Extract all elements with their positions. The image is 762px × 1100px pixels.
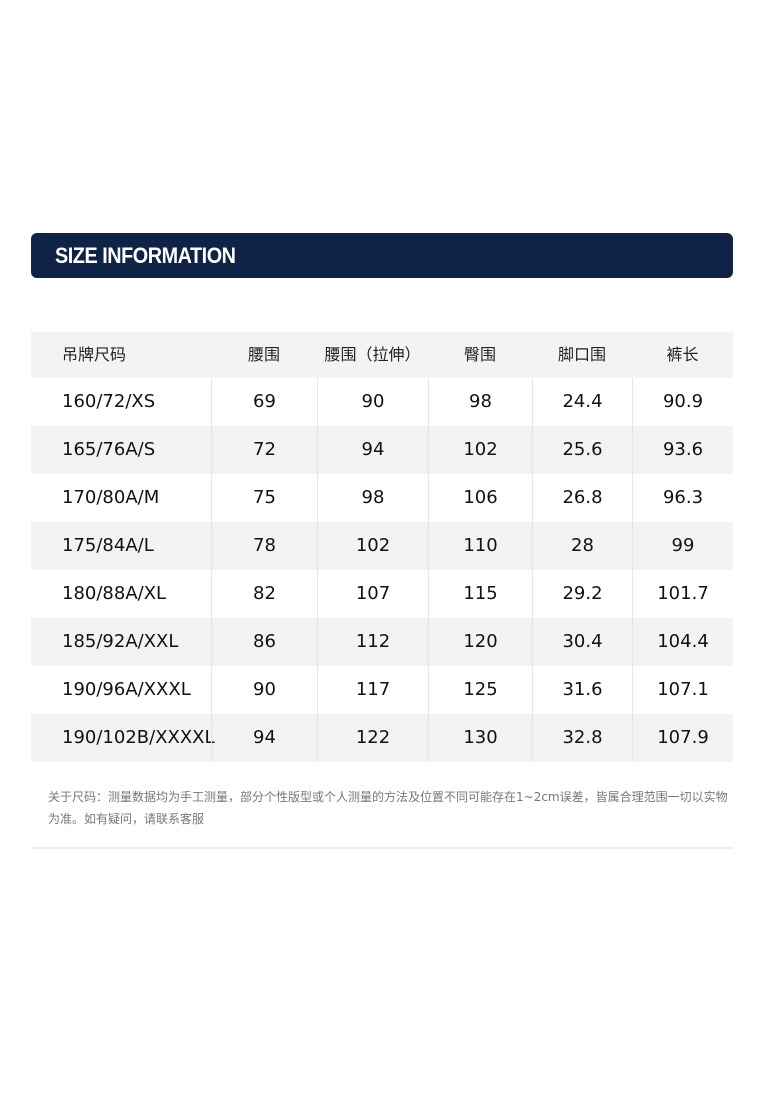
table-cell: 165/76A/S [62,439,156,460]
size-table: 吊牌尺码 腰围 腰围（拉伸） 臀围 脚口围 裤长 160/72/XS 69 90 98 24.4 90… [31,332,733,762]
table-cell: 90 [317,378,428,426]
table-cell: 94 [317,426,428,474]
table-cell: 115 [428,570,532,618]
table-cell: 75 [211,474,317,522]
table-cell: 臀围 [463,345,496,364]
divider [31,847,733,849]
table-cell: 98 [317,474,428,522]
table-cell: 93.6 [632,426,733,474]
table-cell: 78 [211,522,317,570]
table-cell: 裤长 [666,345,699,364]
table-cell: 90 [211,666,317,714]
table-cell: 90.9 [632,378,733,426]
table-cell: 122 [317,714,428,762]
table-cell: 130 [428,714,532,762]
header-row: 吊牌尺码 腰围 腰围（拉伸） 臀围 脚口围 裤长 [31,332,733,378]
table-row: 190/96A/XXXL 90 117 125 31.6 107.1 [31,666,733,714]
table-cell: 107 [317,570,428,618]
table-cell: 107.1 [632,666,733,714]
table-cell: 104.4 [632,618,733,666]
table-cell: 102 [428,426,532,474]
table-cell: 112 [317,618,428,666]
table-row: 180/88A/XL 82 107 115 29.2 101.7 [31,570,733,618]
table-cell: 106 [428,474,532,522]
table-cell: 82 [211,570,317,618]
table-row: 185/92A/XXL 86 112 120 30.4 104.4 [31,618,733,666]
table-cell: 102 [317,522,428,570]
banner-title: SIZE INFORMATION [55,243,236,268]
table-cell: 腰围（拉伸） [324,345,421,364]
table-cell: 32.8 [532,714,632,762]
table-cell: 腰围 [247,345,280,364]
table-cell: 28 [532,522,632,570]
table-cell: 101.7 [632,570,733,618]
table-cell: 160/72/XS [62,391,156,412]
table-cell: 125 [428,666,532,714]
table-cell: 86 [211,618,317,666]
table-cell: 185/92A/XXL [62,631,179,652]
table-cell: 190/96A/XXXL [62,679,191,700]
table-cell: 31.6 [532,666,632,714]
table-row: 165/76A/S 72 94 102 25.6 93.6 [31,426,733,474]
table-cell: 190/102B/XXXXL [62,727,215,748]
table-cell: 99 [632,522,733,570]
table-row: 190/102B/XXXXL 94 122 130 32.8 107.9 [31,714,733,762]
size-note: 关于尺码：测量数据均为手工测量，部分个性版型或个人测量的方法及位置不同可能存在1… [48,790,728,826]
table-cell: 117 [317,666,428,714]
table-cell: 24.4 [532,378,632,426]
table-cell: 72 [211,426,317,474]
table-row: 175/84A/L 78 102 110 28 99 [31,522,733,570]
table-row: 170/80A/M 75 98 106 26.8 96.3 [31,474,733,522]
table-cell: 29.2 [532,570,632,618]
table-cell: 110 [428,522,532,570]
table-cell: 170/80A/M [62,487,160,508]
table-cell: 107.9 [632,714,733,762]
table-cell: 26.8 [532,474,632,522]
table-cell: 175/84A/L [62,535,154,556]
table-cell: 吊牌尺码 [62,345,127,364]
table-cell: 96.3 [632,474,733,522]
table-row: 160/72/XS 69 90 98 24.4 90.9 [31,378,733,426]
table-cell: 脚口围 [557,345,606,364]
banner: SIZE INFORMATION [31,233,733,278]
table-cell: 30.4 [532,618,632,666]
table-cell: 69 [211,378,317,426]
table-cell: 180/88A/XL [62,583,167,604]
table-cell: 120 [428,618,532,666]
table-cell: 98 [428,378,532,426]
table-cell: 25.6 [532,426,632,474]
table-cell: 94 [211,714,317,762]
